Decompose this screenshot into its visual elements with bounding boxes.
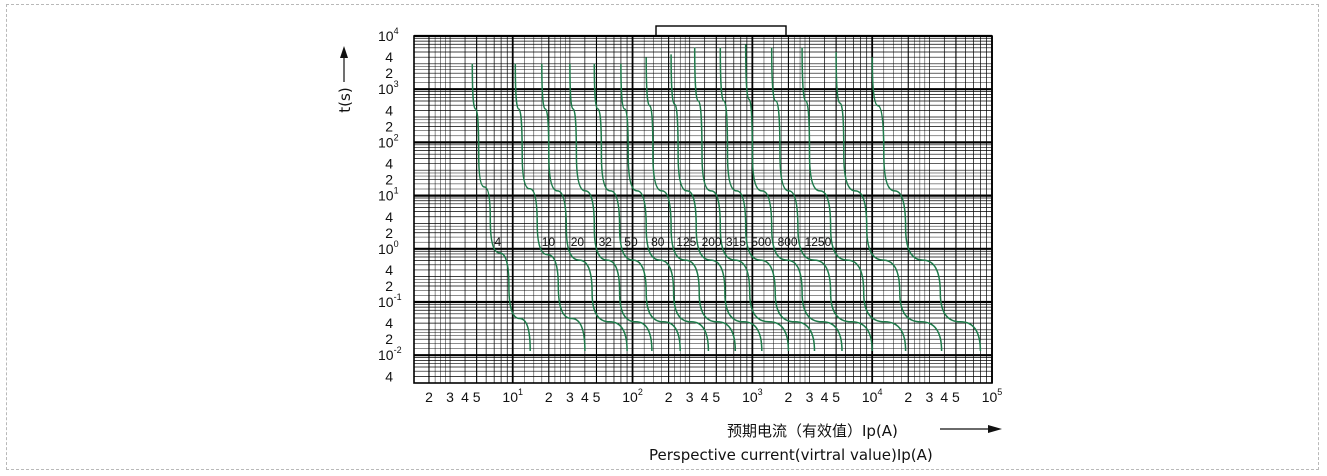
x-tick-label: 5: [593, 389, 601, 405]
curve-500: [719, 47, 816, 352]
curve-315: [693, 47, 790, 352]
y-tick-label: 101: [378, 186, 399, 204]
x-tick-label: 5: [952, 389, 960, 405]
x-tick-label: 4: [581, 389, 589, 405]
rating-label-1250: 1250: [805, 235, 832, 249]
curves: [471, 44, 982, 352]
y-tick-label: 4: [385, 209, 393, 225]
plot-border: [413, 35, 993, 384]
x-tick-labels: 2 3 4 5 101 2 3 4 5 102 2 3 4 5 103 2 3 4 5 104 2 3 4 5 105: [425, 387, 1002, 405]
rating-label-500: 500: [751, 235, 771, 249]
y-tick-label: 104: [378, 26, 399, 44]
x-tick-label: 103: [742, 387, 763, 405]
y-tick-label: 4: [385, 102, 393, 118]
y-tick-label: 2: [385, 65, 393, 81]
rating-label-32: 32: [599, 235, 613, 249]
x-tick-label: 101: [502, 387, 523, 405]
y-tick-label: 2: [385, 118, 393, 134]
rating-label-10: 10: [542, 235, 556, 249]
x-tick-label: 4: [461, 389, 469, 405]
rating-label-80: 80: [651, 235, 665, 249]
y-tick-label: 2: [385, 225, 393, 241]
x-tick-label: 3: [446, 389, 454, 405]
rating-label-50: 50: [624, 235, 638, 249]
rating-label-125: 125: [676, 235, 696, 249]
x-tick-label: 102: [622, 387, 643, 405]
x-tick-label: 2: [425, 389, 433, 405]
curve-series-14: [871, 57, 982, 352]
rating-label-800: 800: [778, 235, 798, 249]
x-axis-title-en: Perspective current(virtral value)Ip(A): [649, 446, 933, 464]
x-tick-label: 105: [982, 387, 1003, 405]
y-tick-label: 4: [385, 315, 393, 331]
x-tick-label: 5: [473, 389, 481, 405]
x-tick-label: 2: [545, 389, 553, 405]
x-tick-label: 3: [806, 389, 814, 405]
y-tick-label: 4: [385, 368, 393, 384]
y-tick-label: 10-1: [378, 292, 402, 310]
y-tick-label: 4: [385, 49, 393, 65]
top-extension-rect: [655, 25, 787, 37]
x-tick-label: 4: [940, 389, 948, 405]
x-tick-label: 2: [904, 389, 912, 405]
x-tick-label: 4: [821, 389, 829, 405]
x-tick-label: 3: [566, 389, 574, 405]
y-axis-arrow-icon: [340, 46, 348, 58]
x-tick-label: 4: [701, 389, 709, 405]
rating-label-20: 20: [571, 235, 585, 249]
y-tick-label: 2: [385, 172, 393, 188]
y-tick-label: 2: [385, 278, 393, 294]
chart-frame: [6, 4, 1319, 470]
curve-4: [471, 63, 531, 352]
curve-20: [541, 63, 628, 352]
x-tick-label: 104: [862, 387, 883, 405]
curve-series-12: [801, 47, 907, 352]
curve-800: [744, 44, 843, 352]
y-tick-label: 103: [378, 79, 399, 97]
y-tick-label: 102: [378, 132, 399, 150]
curve-125: [645, 57, 737, 352]
x-tick-label: 5: [712, 389, 720, 405]
y-axis-title: t(s): [336, 87, 354, 112]
x-tick-label: 2: [785, 389, 793, 405]
rating-label-4: 4: [494, 235, 501, 249]
rating-label-200: 200: [702, 235, 722, 249]
y-tick-label: 100: [378, 239, 399, 257]
curve-32: [569, 63, 653, 352]
y-tick-label: 2: [385, 331, 393, 347]
curve-80: [620, 63, 710, 352]
x-tick-label: 3: [686, 389, 694, 405]
x-tick-label: 2: [665, 389, 673, 405]
curve-10: [514, 63, 586, 352]
rating-labels: 4 10 20 32 50 80 125 200 315 500 800 1250: [494, 235, 831, 249]
y-tick-label: 4: [385, 156, 393, 172]
y-axis-title-group: t(s): [336, 46, 354, 113]
x-axis-arrow-icon: [988, 425, 1002, 433]
x-axis-title-cn: 预期电流（有效值）Ip(A): [727, 422, 898, 440]
grid: [413, 34, 993, 384]
x-tick-label: 3: [925, 389, 933, 405]
y-tick-label: 4: [385, 262, 393, 278]
curve-200: [670, 54, 763, 352]
y-tick-label: 10-2: [378, 345, 402, 363]
x-tick-label: 5: [832, 389, 840, 405]
top-extension-box: [655, 25, 787, 37]
curve-series-13: [835, 51, 943, 352]
rating-label-315: 315: [726, 235, 746, 249]
curve-1250: [770, 47, 873, 352]
curve-50: [593, 63, 681, 352]
